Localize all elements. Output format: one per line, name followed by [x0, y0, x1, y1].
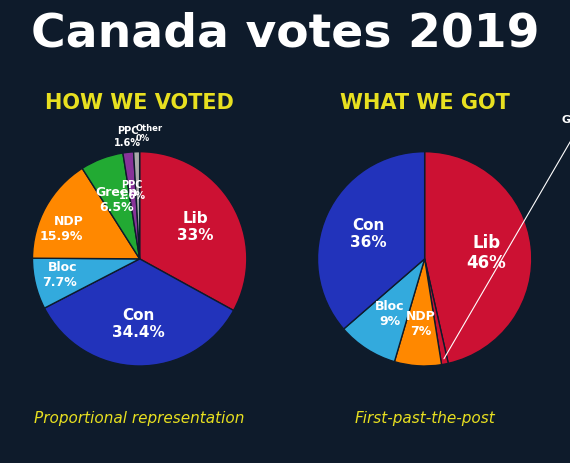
Text: Bloc
7.7%: Bloc 7.7%	[42, 260, 77, 288]
Text: Canada votes 2019: Canada votes 2019	[31, 12, 539, 56]
Text: NDP
15.9%: NDP 15.9%	[40, 214, 83, 242]
Wedge shape	[82, 154, 140, 259]
Text: Proportional representation: Proportional representation	[34, 410, 245, 425]
Wedge shape	[140, 152, 247, 311]
Text: HOW WE VOTED: HOW WE VOTED	[45, 93, 234, 113]
Text: Other
0%: Other 0%	[0, 462, 1, 463]
Text: Green
6.5%: Green 6.5%	[96, 185, 138, 213]
Text: Con
36%: Con 36%	[350, 217, 386, 250]
Wedge shape	[317, 152, 425, 329]
Text: Lib
46%: Lib 46%	[466, 233, 506, 272]
Wedge shape	[425, 152, 532, 363]
Wedge shape	[44, 259, 234, 366]
Text: PPC
1.6%: PPC 1.6%	[119, 179, 146, 201]
Text: NDP
7%: NDP 7%	[406, 309, 435, 337]
Wedge shape	[133, 152, 140, 259]
Wedge shape	[32, 259, 140, 308]
Text: Green
1%: Green 1%	[444, 115, 570, 359]
Wedge shape	[394, 259, 442, 366]
Text: First-past-the-post: First-past-the-post	[355, 410, 495, 425]
Wedge shape	[344, 259, 425, 362]
Text: Lib
33%: Lib 33%	[177, 211, 213, 243]
Wedge shape	[123, 152, 140, 259]
Wedge shape	[425, 259, 448, 365]
Text: Other
0%: Other 0%	[136, 124, 163, 143]
Text: WHAT WE GOT: WHAT WE GOT	[340, 93, 510, 113]
Wedge shape	[32, 169, 140, 259]
Text: Con
34.4%: Con 34.4%	[112, 307, 165, 339]
Text: Bloc
9%: Bloc 9%	[375, 299, 405, 327]
Text: PPC
1.6%: PPC 1.6%	[114, 126, 141, 148]
